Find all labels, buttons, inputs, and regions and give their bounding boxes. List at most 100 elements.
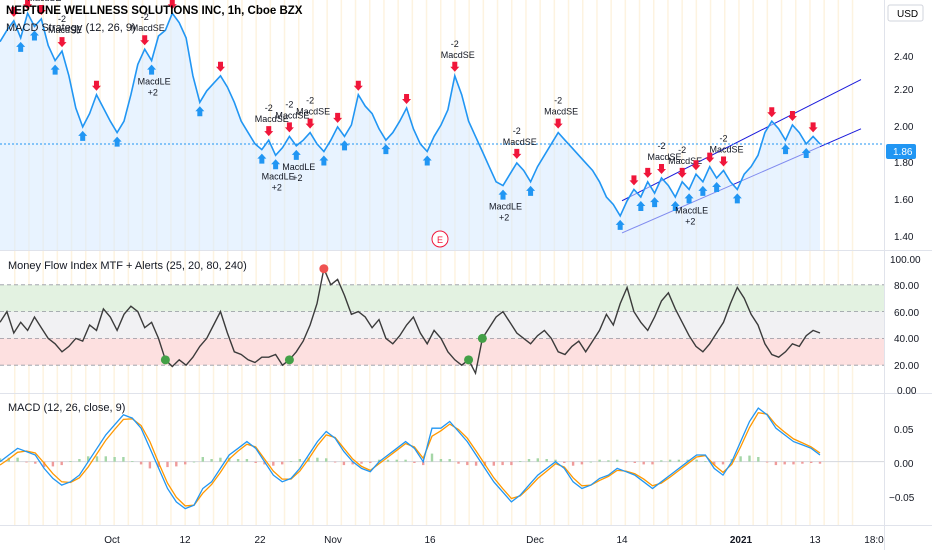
macd-histogram-bar [519, 461, 522, 462]
vertical-grid-line [851, 0, 854, 525]
long-signal-qty: +2 [292, 173, 302, 183]
mfi-alert-dots [160, 264, 487, 365]
macd-histogram-bar [545, 459, 548, 462]
macd-histogram-bar [783, 461, 786, 465]
macd-histogram-bar [236, 459, 240, 462]
macd-histogram-bar [774, 461, 778, 466]
long-entry-arrow [698, 185, 708, 196]
macd-title: MACD (12, 26, close, 9) [8, 402, 125, 414]
vertical-grid-line [156, 0, 158, 525]
price-pane[interactable]: MacdSE-2MacdSE-2MacdSE-2MacdLE+2MacdSE-2… [0, 0, 884, 250]
short-entry-arrow [305, 118, 315, 129]
long-entry-arrow [319, 155, 329, 166]
short-signal-qty: -2 [720, 133, 728, 143]
vertical-grid-line [511, 0, 513, 525]
short-signal-label: MacdSE [27, 0, 61, 3]
macd-histogram-bar [360, 461, 363, 464]
mfi-oversold-dot [477, 333, 487, 343]
macd-axis[interactable]: 0.05 0.00 −0.05 [889, 425, 915, 504]
mfi-axis-tick: 60.00 [894, 308, 919, 319]
short-entry-arrow [553, 118, 563, 129]
vertical-grid-line [681, 0, 683, 525]
vertical-grid-line [610, 0, 612, 525]
long-entry-arrow [29, 30, 39, 41]
time-axis-tick: 22 [254, 535, 266, 546]
time-axis[interactable]: Oct 12 22 Nov 16 Dec 14 2021 13 18:0 [104, 535, 884, 546]
vertical-grid-line [496, 0, 499, 525]
short-entry-arrow [629, 175, 639, 186]
time-axis-tick: Dec [526, 535, 544, 546]
macd-histogram-bar [589, 461, 592, 463]
mfi-pane[interactable] [0, 264, 884, 376]
macd-histogram-bar [42, 461, 46, 468]
macd-histogram-bar [739, 456, 742, 462]
vertical-grid-line [241, 0, 243, 525]
vertical-grid-line [425, 0, 428, 525]
short-signal-label: MacdSE [131, 23, 165, 33]
macd-pane[interactable] [0, 407, 884, 510]
vertical-grid-line [638, 0, 641, 525]
long-entry-arrow [650, 197, 660, 208]
macd-histogram-bar [668, 459, 672, 462]
macd-histogram-bar [78, 459, 81, 462]
mfi-axis[interactable]: 100.00 80.00 60.00 40.00 20.00 0.00 [890, 255, 921, 397]
price-axis-tick: 1.60 [894, 195, 914, 206]
macd-histogram-bar [369, 461, 372, 463]
macd-histogram-bar [377, 459, 381, 462]
short-signal-label: MacdSE [668, 156, 702, 166]
currency-button[interactable]: USD [887, 4, 924, 22]
macd-histogram-bar [386, 459, 390, 462]
mfi-axis-tick: 20.00 [894, 361, 919, 372]
long-entry-arrow [291, 149, 301, 160]
currency-button-bg [887, 4, 924, 22]
macd-histogram-bar [474, 461, 478, 466]
macd-histogram-bar [704, 461, 707, 462]
vertical-grid-line [170, 0, 172, 525]
vertical-grid [14, 0, 854, 525]
long-entry-arrow [195, 106, 205, 117]
vertical-grid-line [14, 0, 16, 525]
time-axis-tick: Nov [324, 535, 342, 546]
short-signal-qty: -2 [451, 39, 459, 49]
macd-histogram [0, 453, 822, 469]
short-entry-arrow [91, 80, 101, 91]
macd-histogram-bar [166, 461, 169, 468]
price-axis-tick: 2.20 [894, 85, 914, 96]
price-axis[interactable]: 2.40 2.20 2.00 1.80 1.60 1.40 [894, 52, 914, 243]
vertical-grid-line [269, 0, 272, 525]
earnings-marker[interactable]: E [431, 230, 449, 248]
vertical-grid-line [397, 0, 399, 525]
long-entry-arrow [422, 155, 432, 166]
short-signal-label: MacdSE [544, 107, 578, 117]
macd-histogram-bar [289, 461, 293, 462]
short-signal-label: MacdSE [255, 114, 289, 124]
macd-histogram-bar [501, 461, 504, 466]
long-entry-arrow [381, 144, 391, 155]
short-entry-arrow [450, 61, 460, 72]
vertical-grid-line [567, 0, 570, 525]
long-entry-arrow [615, 219, 625, 230]
macd-axis-tick: 0.00 [894, 459, 914, 470]
mfi-axis-tick: 100.00 [890, 255, 921, 266]
short-signal-qty: -2 [306, 96, 314, 106]
macd-histogram-bar [563, 461, 566, 463]
macd-histogram-bar [686, 459, 689, 462]
vertical-grid-line [724, 0, 726, 525]
short-signal-label: MacdSE [296, 107, 330, 117]
vertical-grid-line [227, 0, 229, 525]
macd-histogram-bar [298, 459, 301, 462]
long-entry-arrow [684, 193, 694, 204]
short-entry-arrow [402, 93, 412, 104]
macd-histogram-bar [25, 461, 28, 463]
vertical-grid-line [212, 0, 215, 525]
short-signal-qty: -2 [513, 126, 521, 136]
time-axis-tick: 18:0 [864, 535, 884, 546]
macd-histogram-bar [527, 459, 531, 462]
vertical-grid-line [369, 0, 371, 525]
short-entry-arrow [808, 122, 818, 133]
macd-histogram-bar [818, 461, 822, 464]
macd-histogram-bar [219, 457, 222, 462]
vertical-grid-line [298, 0, 300, 525]
mfi-overbought-dot [319, 264, 329, 274]
